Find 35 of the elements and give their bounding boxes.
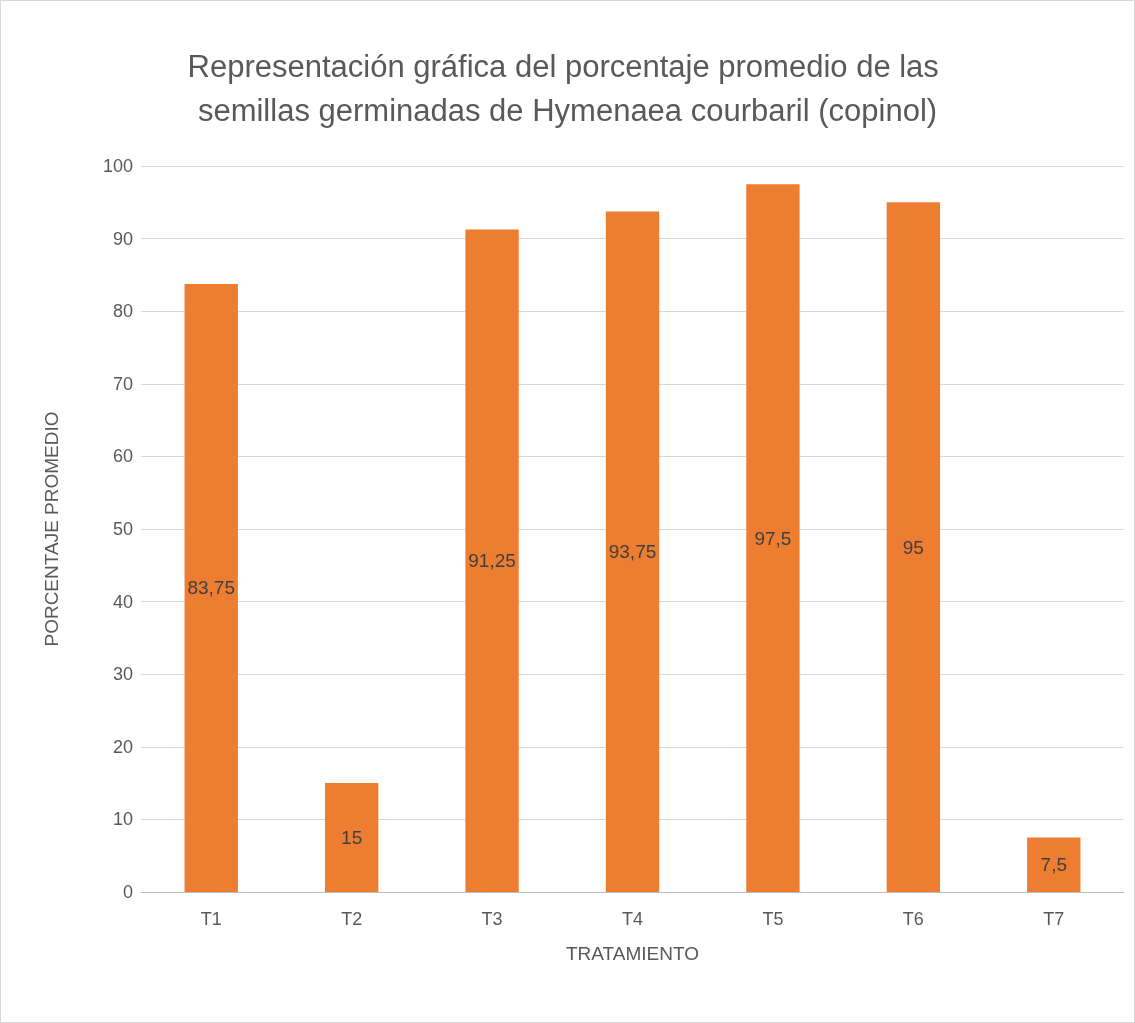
y-tick-label: 20 [112,736,133,757]
y-tick-label: 10 [112,809,133,830]
x-tick-label: T5 [762,909,784,929]
bar [1027,837,1081,892]
y-tick-label: 50 [112,519,133,539]
data-label: 15 [341,827,363,849]
chart-title: Representación gráfica del porcentaje promedio de las semillas germinadas de Hymenaea courbaril (copinol) [187,48,948,128]
y-tick-label: 70 [112,373,133,394]
data-label: 83,75 [187,577,235,599]
y-tick-label: 40 [112,591,133,612]
bar [605,211,660,892]
bar [184,283,238,892]
bar [886,202,941,892]
y-tick-label: 30 [112,664,133,685]
y-tick-label: 0 [122,882,133,902]
x-tick-label: T2 [341,909,363,929]
data-label: 7,5 [1040,854,1067,876]
y-tick-label: 100 [102,156,133,176]
data-label: 95 [902,536,924,558]
x-tick-label: T6 [902,909,924,929]
data-label: 91,25 [468,550,516,572]
y-axis-title: PORCENTAJE PROMEDIO [41,411,62,647]
y-tick-label: 60 [112,446,133,467]
x-tick-label: T7 [1043,909,1065,929]
x-tick-label: T3 [481,909,503,929]
bar [324,783,379,892]
bar [746,184,800,892]
bar [465,229,519,892]
y-tick-label: 80 [112,301,133,322]
x-axis-title: TRATAMIENTO [566,943,699,964]
x-tick-label: T4 [621,909,644,929]
x-tick-label: T1 [200,909,222,929]
y-tick-label: 90 [112,228,133,249]
data-label: 93,75 [608,541,657,563]
data-label: 97,5 [754,527,792,549]
